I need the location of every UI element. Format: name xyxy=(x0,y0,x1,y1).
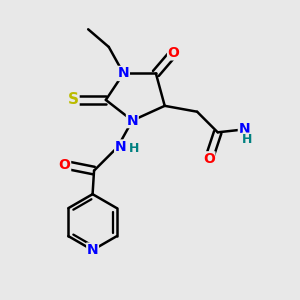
Text: N: N xyxy=(87,243,98,257)
Text: N: N xyxy=(238,122,250,136)
Text: O: O xyxy=(203,152,215,166)
Text: N: N xyxy=(115,140,126,154)
Text: N: N xyxy=(127,114,138,128)
Text: S: S xyxy=(68,92,79,107)
Text: O: O xyxy=(59,158,70,172)
Text: H: H xyxy=(129,142,139,155)
Text: N: N xyxy=(118,66,129,80)
Text: O: O xyxy=(168,46,179,60)
Text: H: H xyxy=(242,133,252,146)
